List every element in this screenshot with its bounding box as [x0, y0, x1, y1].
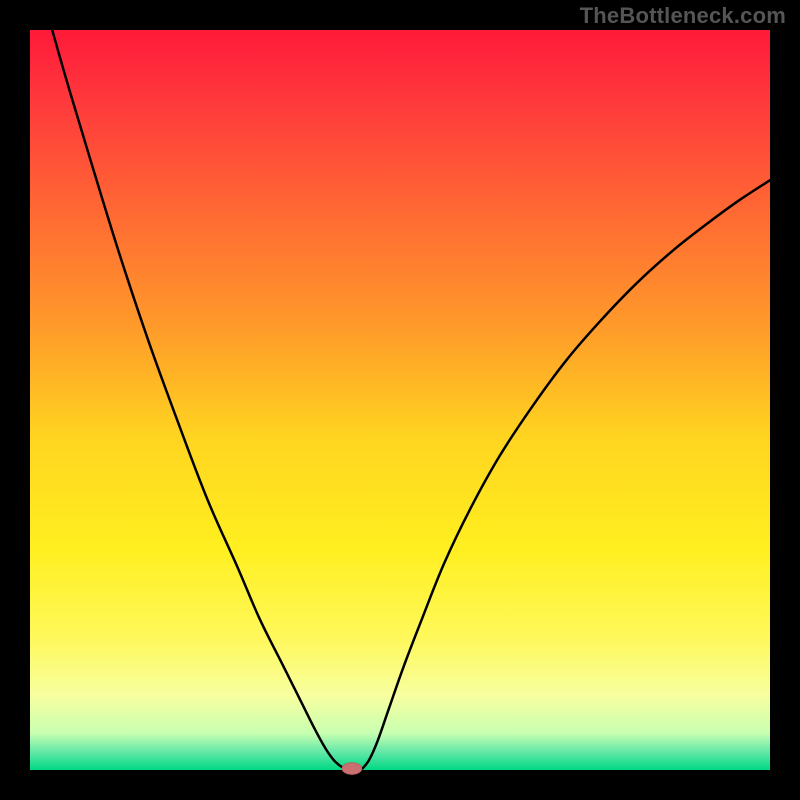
chart-frame: TheBottleneck.com: [0, 0, 800, 800]
plot-background: [30, 30, 770, 770]
minimum-marker: [342, 763, 362, 775]
bottleneck-chart: [0, 0, 800, 800]
